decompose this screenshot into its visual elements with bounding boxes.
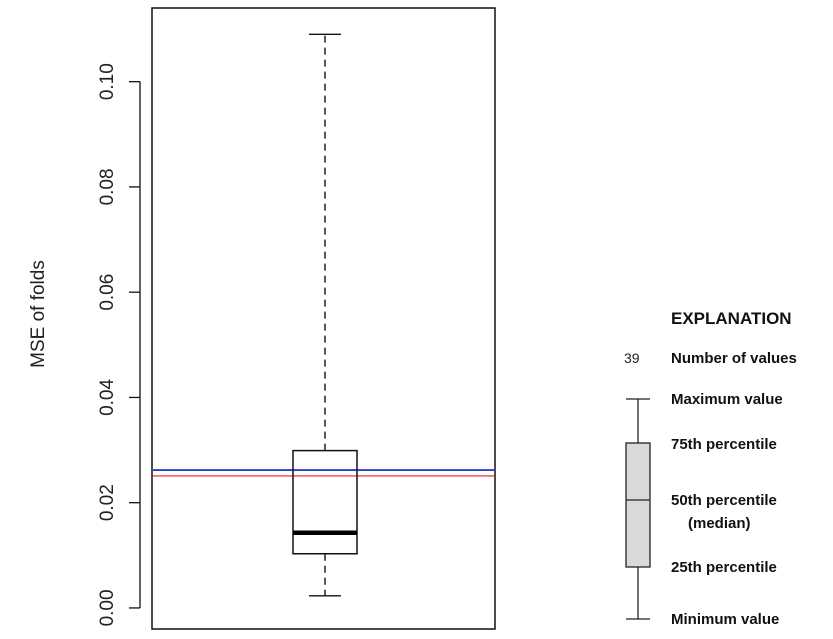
iqr-box [292,449,358,555]
legend: EXPLANATION 39 Number of values Maximum … [624,309,797,628]
legend-box-icon [625,398,651,620]
y-tick-label: 0.04 [97,379,118,416]
y-axis: 0.00 0.02 0.04 0.06 0.08 0.10 [97,63,141,626]
legend-min-label: Minimum value [671,611,779,628]
y-tick-label: 0.00 [97,589,118,626]
legend-count-value: 39 [624,350,640,366]
boxplot [292,33,358,597]
y-axis-label: MSE of folds [28,260,49,368]
y-tick-label: 0.02 [97,484,118,521]
reference-lines [153,469,494,477]
plot-frame [151,7,496,630]
legend-median-sublabel: (median) [688,515,751,532]
legend-median-label: 50th percentile [671,492,777,509]
legend-q3-label: 75th percentile [671,436,777,453]
legend-title: EXPLANATION [671,309,792,328]
y-tick-label: 0.08 [97,168,118,205]
legend-max-label: Maximum value [671,391,783,408]
y-tick-label: 0.06 [97,274,118,311]
legend-count-label: Number of values [671,350,797,367]
legend-q1-label: 25th percentile [671,559,777,576]
y-tick-label: 0.10 [97,63,118,100]
legend-box [625,442,651,568]
